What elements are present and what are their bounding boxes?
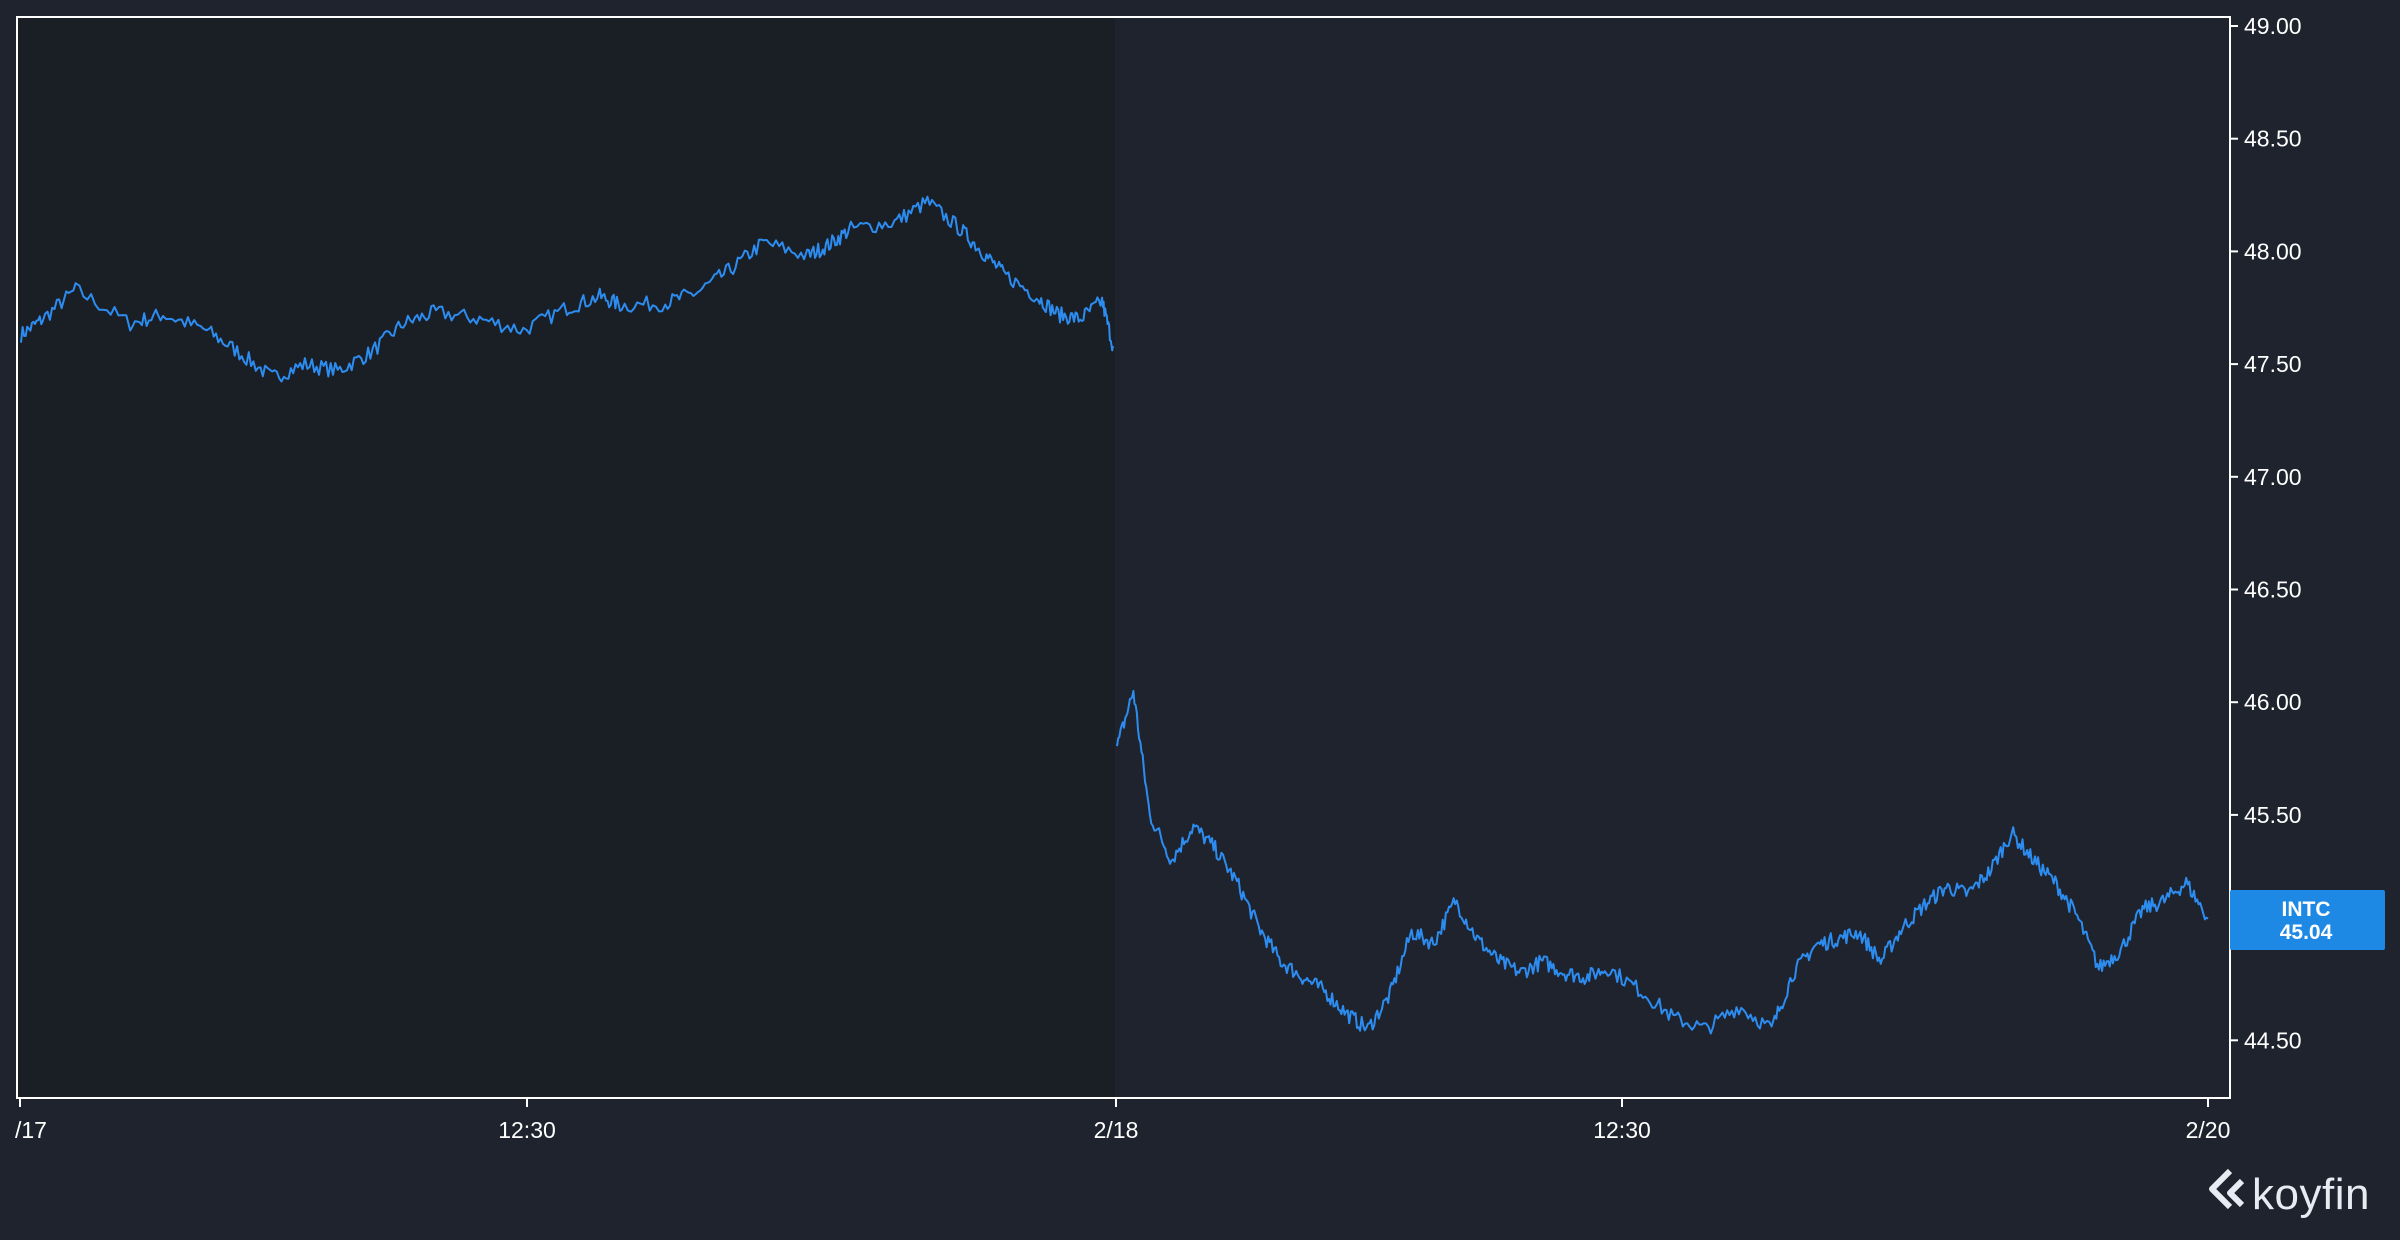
badge-ticker: INTC bbox=[2282, 898, 2331, 921]
y-tick-label: 47.50 bbox=[2244, 351, 2302, 377]
session-shade-2-17 bbox=[17, 17, 1115, 1098]
series-line-2-17 bbox=[20, 195, 1114, 383]
series-line-2-18 bbox=[1116, 689, 2209, 1035]
plot-frame bbox=[16, 16, 2231, 1099]
y-tick-label: 45.50 bbox=[2244, 802, 2302, 828]
y-tick-label: 48.00 bbox=[2244, 238, 2302, 264]
y-tick-label: 44.50 bbox=[2244, 1027, 2302, 1053]
y-axis: 49.00 48.50 48.00 47.50 47.00 46.50 46.00 45.50… bbox=[2230, 13, 2302, 1053]
price-badge-bg bbox=[2230, 890, 2385, 950]
brand-name: koyfin bbox=[2252, 1169, 2370, 1219]
brand-logo[interactable]: koyfin bbox=[2202, 1167, 2370, 1222]
koyfin-logo-icon bbox=[2202, 1167, 2246, 1222]
x-tick-label: 2/20 bbox=[2186, 1117, 2231, 1143]
x-axis: /17 12:30 2/18 12:30 2/20 bbox=[15, 1098, 2230, 1143]
badge-price: 45.04 bbox=[2280, 921, 2333, 944]
y-tick-label: 47.00 bbox=[2244, 464, 2302, 490]
x-tick-label: 2/18 bbox=[1094, 1117, 1139, 1143]
y-tick-label: 46.50 bbox=[2244, 577, 2302, 603]
y-tick-label: 48.50 bbox=[2244, 126, 2302, 152]
y-tick-label: 46.00 bbox=[2244, 689, 2302, 715]
x-tick-label: /17 bbox=[15, 1117, 47, 1143]
series-layer bbox=[20, 195, 2209, 1035]
price-badge: INTC 45.04 bbox=[2230, 890, 2385, 950]
x-tick-label: 12:30 bbox=[498, 1117, 556, 1143]
y-tick-label: 49.00 bbox=[2244, 13, 2302, 39]
x-tick-label: 12:30 bbox=[1593, 1117, 1651, 1143]
